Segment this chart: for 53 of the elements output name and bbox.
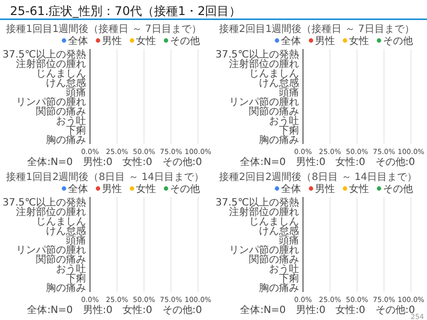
legend-label: 女性 xyxy=(349,183,369,195)
text: 全体:N=0 男性:0 女性:0 その他:0 xyxy=(27,156,202,168)
chart-title: 接種2回目2週間後（8日目 ～ 14日目まで） xyxy=(219,171,418,183)
chart-title: 接種2回目1週間後（接種日 ～ 7日目まで） xyxy=(219,23,414,35)
chart-title: 接種1回目2週間後（8日目 ～ 14日目まで） xyxy=(6,171,204,183)
y-tick-label: 関節の痛み xyxy=(249,105,299,118)
y-tick-label: 下痢 xyxy=(279,272,299,284)
legend-label: その他 xyxy=(170,35,200,47)
y-tick-label: じんましん xyxy=(36,216,86,228)
y-tick-label: 関節の痛み xyxy=(36,253,86,266)
y-tick-label: 頭痛 xyxy=(66,234,86,246)
legend-label: その他 xyxy=(383,35,413,47)
legend-label: 全体 xyxy=(68,183,88,195)
y-tick-label: 胸の痛み xyxy=(259,282,299,294)
legend-label: 女性 xyxy=(136,183,156,195)
y-tick-label: 頭痛 xyxy=(66,86,86,98)
chart-title: 接種1回目1週間後（接種日 ～ 7日目まで） xyxy=(6,23,202,35)
text: 全体:N=0 男性:0 女性:0 その他:0 xyxy=(240,304,415,316)
y-tick-label: 頭痛 xyxy=(279,234,299,246)
y-tick-label: 胸の痛み xyxy=(46,134,86,146)
y-tick-label: リンパ節の腫れ xyxy=(16,244,86,256)
y-tick-label: 胸の痛み xyxy=(259,134,299,146)
text: 全体:N=0 男性:0 女性:0 その他:0 xyxy=(27,304,202,316)
legend-label: 女性 xyxy=(349,35,369,47)
y-tick-label: 下痢 xyxy=(279,124,299,136)
y-tick-label: 胸の痛み xyxy=(46,282,86,294)
legend-label: 女性 xyxy=(136,35,156,47)
y-tick-label: 関節の痛み xyxy=(36,105,86,118)
legend-label: 男性 xyxy=(102,35,122,47)
y-tick-label: じんましん xyxy=(249,216,299,228)
legend-label: 男性 xyxy=(315,35,335,47)
legend-label: 全体 xyxy=(68,35,88,47)
y-tick-label: 下痢 xyxy=(66,272,86,284)
y-tick-label: じんましん xyxy=(249,68,299,80)
y-tick-label: 注射部位の腫れ xyxy=(16,58,86,70)
legend-label: 全体 xyxy=(281,183,301,195)
legend-label: 男性 xyxy=(102,183,122,195)
y-tick-label: じんましん xyxy=(36,68,86,80)
y-tick-label: 注射部位の腫れ xyxy=(229,58,299,70)
legend-label: 男性 xyxy=(315,183,335,195)
text: 25-61.症状_性別：70代（接種1・2回目） xyxy=(10,4,242,18)
y-tick-label: 下痢 xyxy=(66,124,86,136)
legend-label: 全体 xyxy=(281,35,301,47)
legend-label: その他 xyxy=(170,183,200,195)
y-tick-label: リンパ節の腫れ xyxy=(229,244,299,256)
y-tick-label: リンパ節の腫れ xyxy=(16,96,86,108)
y-tick-label: リンパ節の腫れ xyxy=(229,96,299,108)
y-tick-label: 注射部位の腫れ xyxy=(16,206,86,218)
legend-label: その他 xyxy=(383,183,413,195)
y-tick-label: 注射部位の腫れ xyxy=(229,206,299,218)
y-tick-label: 頭痛 xyxy=(279,86,299,98)
y-tick-label: 関節の痛み xyxy=(249,253,299,266)
text: 全体:N=0 男性:0 女性:0 その他:0 xyxy=(240,156,415,168)
